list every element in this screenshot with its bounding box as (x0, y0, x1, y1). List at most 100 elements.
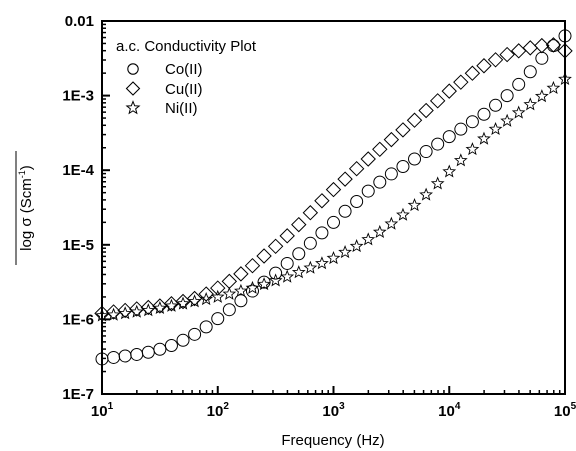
data-point (419, 187, 433, 201)
data-point (407, 198, 422, 212)
data-point (106, 307, 121, 321)
data-point (545, 37, 562, 53)
data-point (349, 239, 364, 253)
data-point (442, 130, 456, 144)
data-point (396, 159, 410, 173)
data-point (372, 224, 387, 238)
y-tick-label: 1E-4 (62, 162, 94, 179)
data-point (187, 294, 202, 308)
x-tick-label: 102 (207, 401, 230, 420)
data-point (419, 145, 433, 159)
data-point (477, 107, 491, 121)
data-point (338, 245, 352, 259)
data-point (465, 115, 479, 129)
data-point (408, 152, 422, 166)
y-tick-label: 0.01 (65, 13, 94, 30)
data-point (105, 304, 122, 320)
data-point (267, 238, 284, 254)
data-point (558, 71, 572, 86)
data-point (534, 37, 550, 54)
data-point (188, 327, 202, 341)
data-point (488, 121, 503, 136)
data-point (523, 97, 538, 111)
y-axis-title-text: log σ (Scm (18, 178, 35, 251)
data-point (257, 277, 271, 291)
data-point (489, 98, 503, 112)
data-point (454, 122, 468, 136)
data-point (303, 236, 317, 250)
x-tick-label: 104 (438, 401, 461, 420)
data-point (269, 266, 283, 280)
data-point (129, 301, 145, 317)
data-point (314, 193, 330, 209)
data-point (348, 161, 365, 177)
y-tick-label: 1E-7 (62, 386, 94, 403)
legend-marker-diamond (125, 81, 141, 96)
y-tick-label: 1E-5 (62, 237, 94, 254)
data-point (338, 204, 352, 218)
data-point (557, 43, 573, 59)
series-diamond (94, 37, 573, 322)
x-axis: 101 102 103 104 105 (91, 386, 576, 420)
data-point (372, 141, 388, 158)
data-point (210, 280, 226, 296)
data-point (325, 181, 342, 198)
y-axis-title: log σ (Scm-1) (15, 151, 35, 265)
series-layer (94, 29, 573, 366)
legend-marker-star (125, 100, 141, 115)
data-point (117, 302, 133, 319)
data-point (477, 131, 491, 145)
data-point (95, 308, 109, 322)
data-point (441, 83, 457, 99)
data-point (315, 256, 329, 270)
legend: a.c. Conductivity Plot Co(II) Cu(II) Ni(… (116, 38, 257, 117)
data-point (221, 273, 238, 290)
data-point (499, 46, 515, 63)
data-point (129, 304, 144, 318)
data-point (476, 58, 492, 74)
data-point (234, 294, 248, 308)
series-star (95, 71, 572, 322)
data-point (500, 113, 515, 127)
data-point (291, 216, 307, 233)
data-point (186, 290, 203, 307)
y-tick-label: 1E-3 (62, 88, 94, 105)
data-point (292, 247, 306, 261)
legend-label-co: Co(II) (165, 61, 203, 78)
legend-entry-ni: Ni(II) (125, 100, 198, 117)
data-point (406, 112, 423, 128)
data-point (327, 215, 340, 229)
data-point (326, 251, 341, 265)
y-axis: 0.01 1E-3 1E-4 1E-5 1E-6 1E-7 (62, 13, 110, 403)
x-tick-label: 103 (322, 401, 345, 420)
data-point (429, 93, 446, 109)
y-tick-label: 1E-6 (62, 311, 94, 328)
data-point (500, 89, 514, 103)
data-point (153, 342, 167, 356)
y-axis-title-close: ) (18, 165, 35, 170)
legend-label-ni: Ni(II) (165, 100, 198, 117)
data-point (107, 350, 121, 364)
data-point (268, 273, 283, 287)
data-point (395, 122, 411, 138)
data-point (302, 205, 319, 221)
data-point (360, 151, 376, 167)
data-point (487, 52, 504, 68)
data-point (430, 176, 445, 190)
data-point (464, 65, 481, 81)
data-point (234, 283, 248, 297)
data-point (522, 40, 538, 56)
data-point (396, 207, 410, 221)
data-point (512, 77, 526, 91)
data-point (511, 105, 526, 119)
data-point (280, 269, 295, 283)
data-point (384, 216, 399, 230)
data-point (418, 102, 434, 119)
data-point (465, 142, 480, 156)
legend-marker-circle (127, 63, 139, 75)
data-point (534, 89, 549, 103)
data-point (453, 153, 468, 167)
data-point (558, 29, 572, 43)
data-point (118, 306, 133, 320)
